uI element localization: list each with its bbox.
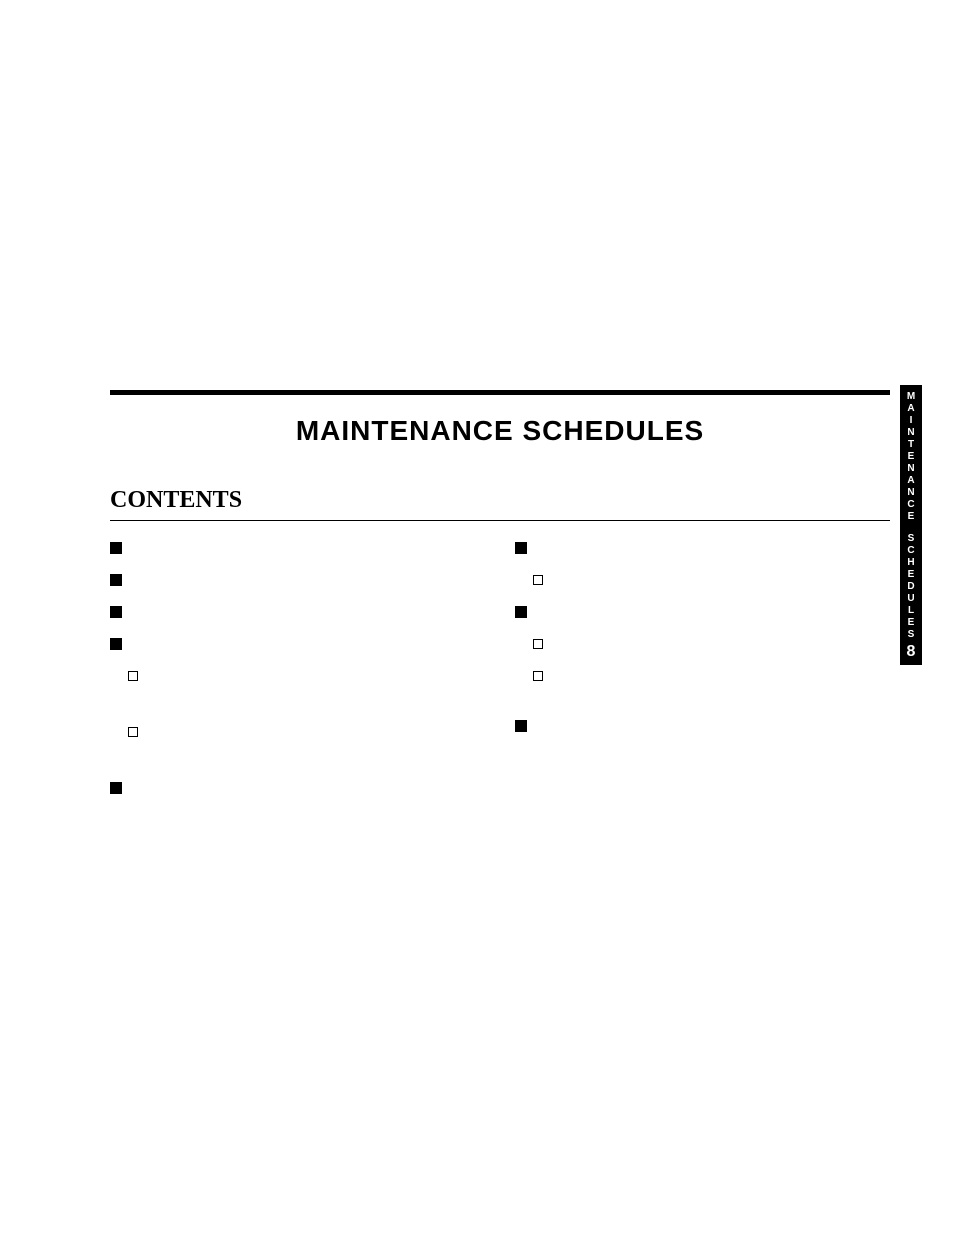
side-tab-letter: S: [900, 629, 922, 641]
contents-heading: CONTENTS: [110, 487, 890, 514]
square-hollow-icon: [533, 575, 543, 585]
square-filled-icon: [110, 542, 122, 554]
side-tab-letter: M: [900, 391, 922, 403]
side-tab-letter: S: [900, 533, 922, 545]
side-tab-letter: N: [900, 463, 922, 475]
toc-entry: [110, 539, 485, 559]
toc-entry: [515, 603, 890, 623]
side-tab-letter: C: [900, 545, 922, 557]
square-filled-icon: [515, 542, 527, 554]
square-filled-icon: [515, 606, 527, 618]
side-tab-letter: A: [900, 475, 922, 487]
toc-entry: [515, 539, 890, 559]
toc-entry: [110, 571, 485, 591]
square-hollow-icon: [128, 671, 138, 681]
square-filled-icon: [110, 574, 122, 586]
side-tab-letter: I: [900, 415, 922, 427]
toc-spacer: [515, 699, 890, 717]
page: MAINTENANCE SCHEDULES CONTENTS MAINTENAN…: [0, 0, 954, 1235]
side-tab-letter: L: [900, 605, 922, 617]
side-tab-letter: T: [900, 439, 922, 451]
toc-spacer: [110, 755, 485, 779]
side-tab-letter: U: [900, 593, 922, 605]
toc-left-column: [110, 539, 485, 811]
side-tab-letter: E: [900, 569, 922, 581]
toc-entry: [110, 667, 485, 687]
toc-entry: [110, 723, 485, 743]
side-tab: MAINTENANCESCHEDULES8: [900, 385, 922, 665]
square-filled-icon: [515, 720, 527, 732]
chapter-title: MAINTENANCE SCHEDULES: [110, 415, 890, 447]
toc-entry: [110, 603, 485, 623]
side-tab-letter: E: [900, 451, 922, 463]
toc-right-column: [515, 539, 890, 811]
square-hollow-icon: [533, 639, 543, 649]
side-tab-letter: A: [900, 403, 922, 415]
side-tab-letter: E: [900, 511, 922, 523]
side-tab-number: 8: [900, 643, 922, 661]
square-hollow-icon: [533, 671, 543, 681]
square-hollow-icon: [128, 727, 138, 737]
toc-entry: [110, 779, 485, 799]
toc-entry: [515, 717, 890, 737]
side-tab-letter: N: [900, 427, 922, 439]
toc-entry: [110, 635, 485, 655]
square-filled-icon: [110, 638, 122, 650]
side-tab-letter: N: [900, 487, 922, 499]
toc-entry: [515, 635, 890, 655]
square-filled-icon: [110, 606, 122, 618]
side-tab-letter: D: [900, 581, 922, 593]
content-area: MAINTENANCE SCHEDULES CONTENTS: [110, 390, 890, 811]
side-tab-letter: E: [900, 617, 922, 629]
top-rule: [110, 390, 890, 395]
contents-rule: [110, 520, 890, 521]
side-tab-letter: H: [900, 557, 922, 569]
toc-entry: [515, 667, 890, 687]
square-filled-icon: [110, 782, 122, 794]
toc-columns: [110, 539, 890, 811]
toc-entry: [515, 571, 890, 591]
toc-spacer: [110, 699, 485, 723]
side-tab-gap: [900, 523, 922, 533]
side-tab-letter: C: [900, 499, 922, 511]
